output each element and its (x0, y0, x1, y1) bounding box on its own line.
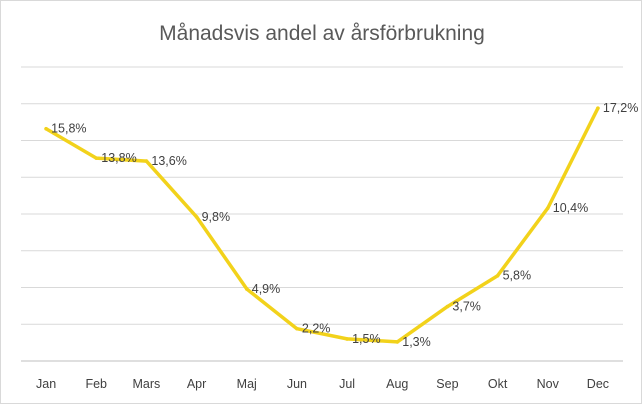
data-label-dec: 17,2% (603, 101, 638, 115)
data-point-apr (194, 215, 199, 219)
x-tick-label-jan: Jan (36, 377, 56, 391)
data-point-sep (445, 304, 450, 309)
data-label-sep: 3,7% (452, 300, 481, 314)
data-label-aug: 1,3% (402, 335, 431, 349)
data-label-feb: 13,8% (101, 151, 136, 165)
chart-title: Månadsvis andel av årsförbrukning (159, 22, 485, 45)
x-tick-labels: Jan Feb Mars Apr Maj Jun Jul Aug Sep Okt Nov Dec (36, 377, 609, 391)
data-label-okt: 5,8% (503, 269, 532, 283)
x-tick-label-mars: Mars (133, 377, 161, 391)
data-label-jan: 15,8% (51, 122, 86, 136)
grid-lines (21, 66, 623, 325)
x-tick-label-maj: Maj (237, 377, 257, 391)
x-tick-label-dec: Dec (587, 377, 609, 391)
data-point-dec (596, 106, 600, 110)
series-layer (44, 106, 600, 344)
data-label-maj: 4,9% (252, 282, 281, 296)
data-label-mars: 13,6% (151, 154, 186, 168)
data-label-apr: 9,8% (202, 210, 231, 224)
data-label-jun: 2,2% (302, 322, 331, 336)
x-tick-label-apr: Apr (187, 377, 206, 391)
x-tick-label-okt: Okt (488, 377, 508, 391)
data-point-feb (94, 156, 99, 160)
data-point-nov (545, 206, 550, 210)
data-point-aug (395, 340, 400, 344)
data-point-okt (495, 273, 500, 278)
data-point-jun (295, 326, 299, 331)
data-point-jul (345, 337, 349, 341)
x-tick-label-aug: Aug (386, 377, 408, 391)
x-tick-label-nov: Nov (537, 377, 560, 391)
x-tick-label-feb: Feb (85, 377, 107, 391)
series-line (44, 106, 600, 344)
data-point-maj (244, 287, 249, 291)
x-tick-label-jul: Jul (339, 377, 355, 391)
data-point-jan (44, 126, 48, 131)
data-labels: 15,8% 13,8% 13,6% 9,8% 4,9% 2,2% 1,5% 1,3% 3,7% 5… (51, 101, 638, 349)
data-label-jul: 1,5% (352, 332, 381, 346)
data-label-nov: 10,4% (553, 201, 588, 215)
x-tick-label-jun: Jun (287, 377, 307, 391)
x-tick-label-sep: Sep (436, 377, 458, 391)
data-point-mars (144, 159, 149, 163)
